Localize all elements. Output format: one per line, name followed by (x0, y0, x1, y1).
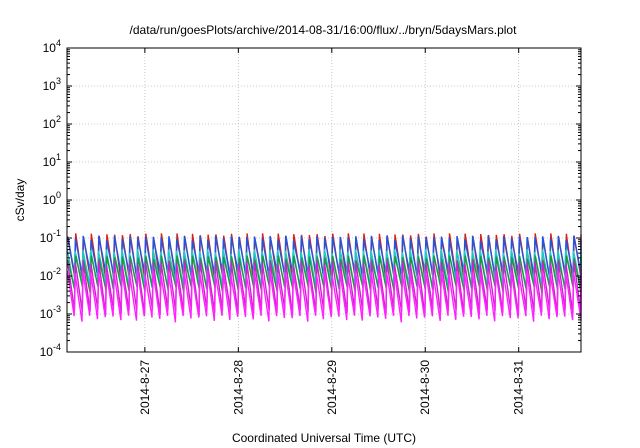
series-line (66, 260, 582, 316)
series-layer (66, 233, 582, 323)
series-line (67, 255, 582, 295)
y-tick-label: 103 (43, 76, 61, 93)
x-tick-label: 2014-8-27 (138, 360, 152, 415)
x-tick-label: 2014-8-29 (325, 360, 339, 415)
x-axis-label: Coordinated Universal Time (UTC) (232, 431, 416, 445)
y-tick-label: 10-3 (40, 304, 61, 321)
y-tick-label: 10-1 (40, 228, 61, 245)
y-axis-label: cSv/day (13, 179, 27, 222)
series-line (66, 270, 582, 323)
y-tick-label: 102 (43, 114, 61, 131)
x-tick-label: 2014-8-30 (418, 360, 432, 415)
series-line (66, 248, 582, 290)
y-tick-label: 101 (43, 152, 61, 169)
y-tick-label: 104 (43, 38, 61, 55)
chart-title: /data/run/goesPlots/archive/2014-08-31/1… (130, 23, 518, 37)
y-tick-label: 10-4 (40, 342, 61, 359)
x-axis: 2014-8-27 2014-8-28 2014-8-29 2014-8-30 2014… (138, 48, 526, 415)
x-tick-label: 2014-8-28 (231, 360, 245, 415)
series-line (66, 235, 582, 279)
y-axis: 10-4 10-3 10-2 10-1 100 101 102 103 104 (40, 38, 581, 359)
y-tick-label: 100 (43, 190, 61, 207)
x-tick-label: 2014-8-31 (512, 360, 526, 415)
y-tick-label: 10-2 (40, 266, 61, 283)
